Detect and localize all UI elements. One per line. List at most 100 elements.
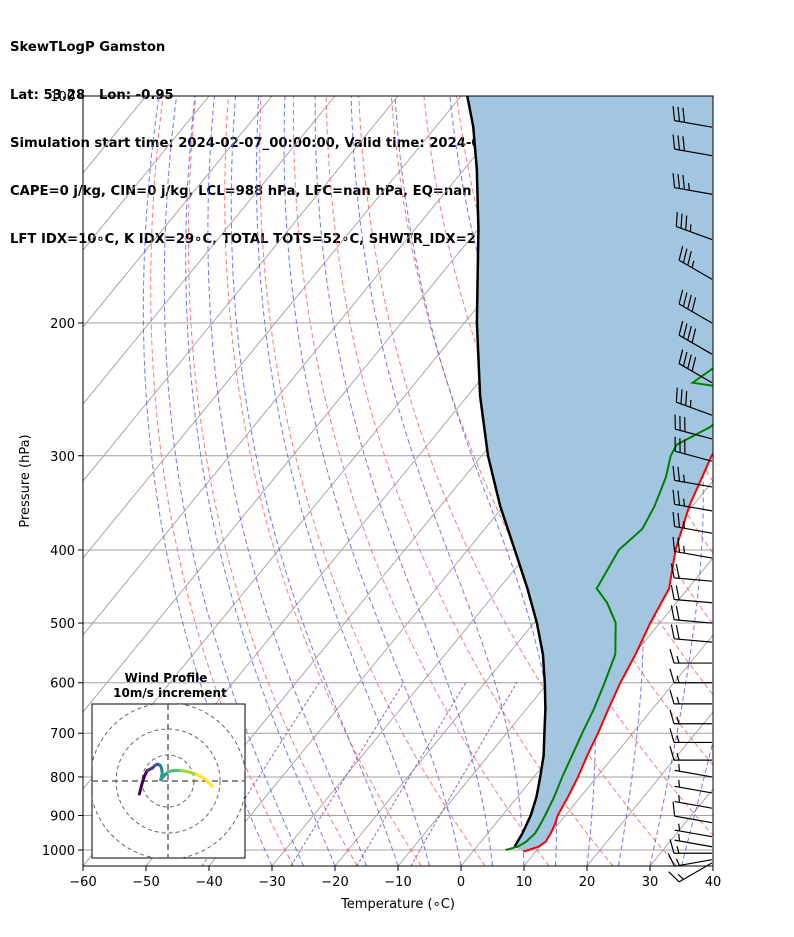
hodograph-subtitle: 10m/s increment: [113, 686, 227, 700]
y-axis: 1000 900 800 700 600 500 400 300 200 100: [42, 90, 83, 859]
wind-barb: [672, 489, 713, 512]
x-tick-label: 10: [516, 875, 533, 890]
isotherm-line: [83, 96, 399, 482]
x-tick-label: −30: [258, 875, 285, 890]
wind-barb: [672, 134, 713, 157]
isotherm-line: [523, 634, 713, 866]
isotherm-line: [83, 96, 210, 251]
parcel-profile-line: [466, 96, 547, 848]
mixing-ratio-line: [290, 682, 404, 866]
wind-barb: [674, 833, 713, 848]
hodograph-segment: [137, 782, 144, 796]
moist-adiabat-line: [712, 864, 713, 866]
dry-adiabat-line: [750, 96, 794, 866]
wind-barb: [674, 823, 713, 838]
y-tick-label: 800: [50, 771, 75, 786]
wind-barb: [678, 245, 713, 280]
moist-adiabat-line: [185, 96, 336, 866]
hodograph-plot: [92, 704, 245, 858]
wind-barb: [672, 801, 713, 824]
wind-barb: [669, 709, 712, 725]
cape-cin-fill: [467, 96, 713, 852]
wind-barb: [675, 387, 713, 416]
dry-adiabat-line: [456, 96, 713, 696]
wind-barb: [672, 512, 713, 534]
title-station: SkewTLogP Gamston: [10, 40, 166, 55]
x-tick-label: −60: [69, 875, 96, 890]
wind-barb: [672, 173, 713, 195]
wind-barb: [669, 689, 712, 705]
wind-barb: [674, 436, 713, 462]
y-tick-label: 300: [50, 450, 75, 465]
moist-adiabat-line: [314, 96, 493, 866]
x-tick-label: −40: [195, 875, 222, 890]
y-tick-label: 100: [50, 90, 75, 105]
y-axis-label: Pressure (hPa): [18, 434, 33, 527]
dry-adiabat-line: [783, 96, 794, 866]
title-indices-2: LFT IDX=10∘C, K IDX=29∘C, TOTAL TOTS=52∘…: [10, 232, 494, 247]
wind-barb: [674, 795, 713, 809]
dry-adiabat-line: [188, 96, 358, 866]
mixing-ratio-line: [201, 682, 320, 866]
isotherm-line: [586, 711, 713, 866]
x-tick-label: 0: [457, 875, 465, 890]
wind-barb: [670, 624, 713, 643]
isotherm-line: [712, 865, 713, 866]
y-tick-label: 700: [50, 727, 75, 742]
wind-barb: [674, 763, 713, 778]
dry-adiabat-line: [293, 96, 550, 866]
x-tick-label: 30: [642, 875, 659, 890]
x-tick-label: 20: [579, 875, 596, 890]
moist-adiabat-line: [255, 96, 430, 866]
y-tick-label: 1000: [42, 844, 75, 859]
x-tick-label: −20: [321, 875, 348, 890]
wind-barb: [672, 536, 713, 559]
x-axis: −60 −50 −40 −30 −20 −10 0 10 20 30 40: [69, 866, 721, 890]
wind-barb: [669, 839, 712, 854]
wind-barb: [669, 745, 712, 761]
moist-adiabat-line: [230, 96, 399, 866]
wind-barb: [678, 320, 713, 355]
wind-barb: [674, 779, 713, 794]
y-tick-label: 900: [50, 810, 75, 825]
isotherm-line: [83, 96, 273, 328]
y-tick-label: 400: [50, 544, 75, 559]
moist-adiabat-line: [283, 96, 462, 866]
wind-barb: [670, 585, 713, 604]
x-tick-label: −10: [384, 875, 411, 890]
wind-barb: [675, 211, 713, 241]
hodograph-inset: Wind Profile 10m/s increment: [91, 671, 246, 859]
x-tick-label: 40: [705, 875, 722, 890]
wind-barb: [669, 648, 712, 664]
background-grid: [83, 96, 794, 866]
wind-barb: [670, 605, 713, 624]
moist-adiabat-line: [207, 96, 367, 866]
wind-barb: [667, 852, 713, 867]
moist-adiabat-line: [163, 96, 304, 866]
wind-barbs: [667, 106, 713, 883]
wind-barb: [678, 289, 713, 324]
isotherm-line: [83, 96, 525, 636]
y-tick-label: 500: [50, 617, 75, 632]
wind-barb: [669, 728, 712, 744]
wind-barb: [674, 414, 713, 440]
hodograph-title: Wind Profile: [125, 671, 208, 685]
wind-barb: [672, 106, 713, 128]
wind-barb: [669, 668, 712, 684]
dewpoint-line: [505, 367, 713, 851]
moist-adiabat-line: [350, 96, 525, 866]
x-axis-label: Temperature (∘C): [340, 897, 455, 912]
wind-barb: [678, 349, 713, 384]
dry-adiabat-line: [717, 96, 794, 866]
dry-adiabat-line: [259, 96, 486, 866]
isotherm-line: [83, 96, 462, 559]
x-tick-label: −50: [132, 875, 159, 890]
y-tick-label: 200: [50, 317, 75, 332]
mixing-ratio-line: [356, 682, 467, 866]
wind-barb: [672, 465, 713, 488]
isotherm-line: [397, 480, 713, 866]
dry-adiabat-line: [224, 96, 422, 866]
isotherm-line: [83, 96, 336, 405]
isotherm-line: [83, 96, 84, 97]
